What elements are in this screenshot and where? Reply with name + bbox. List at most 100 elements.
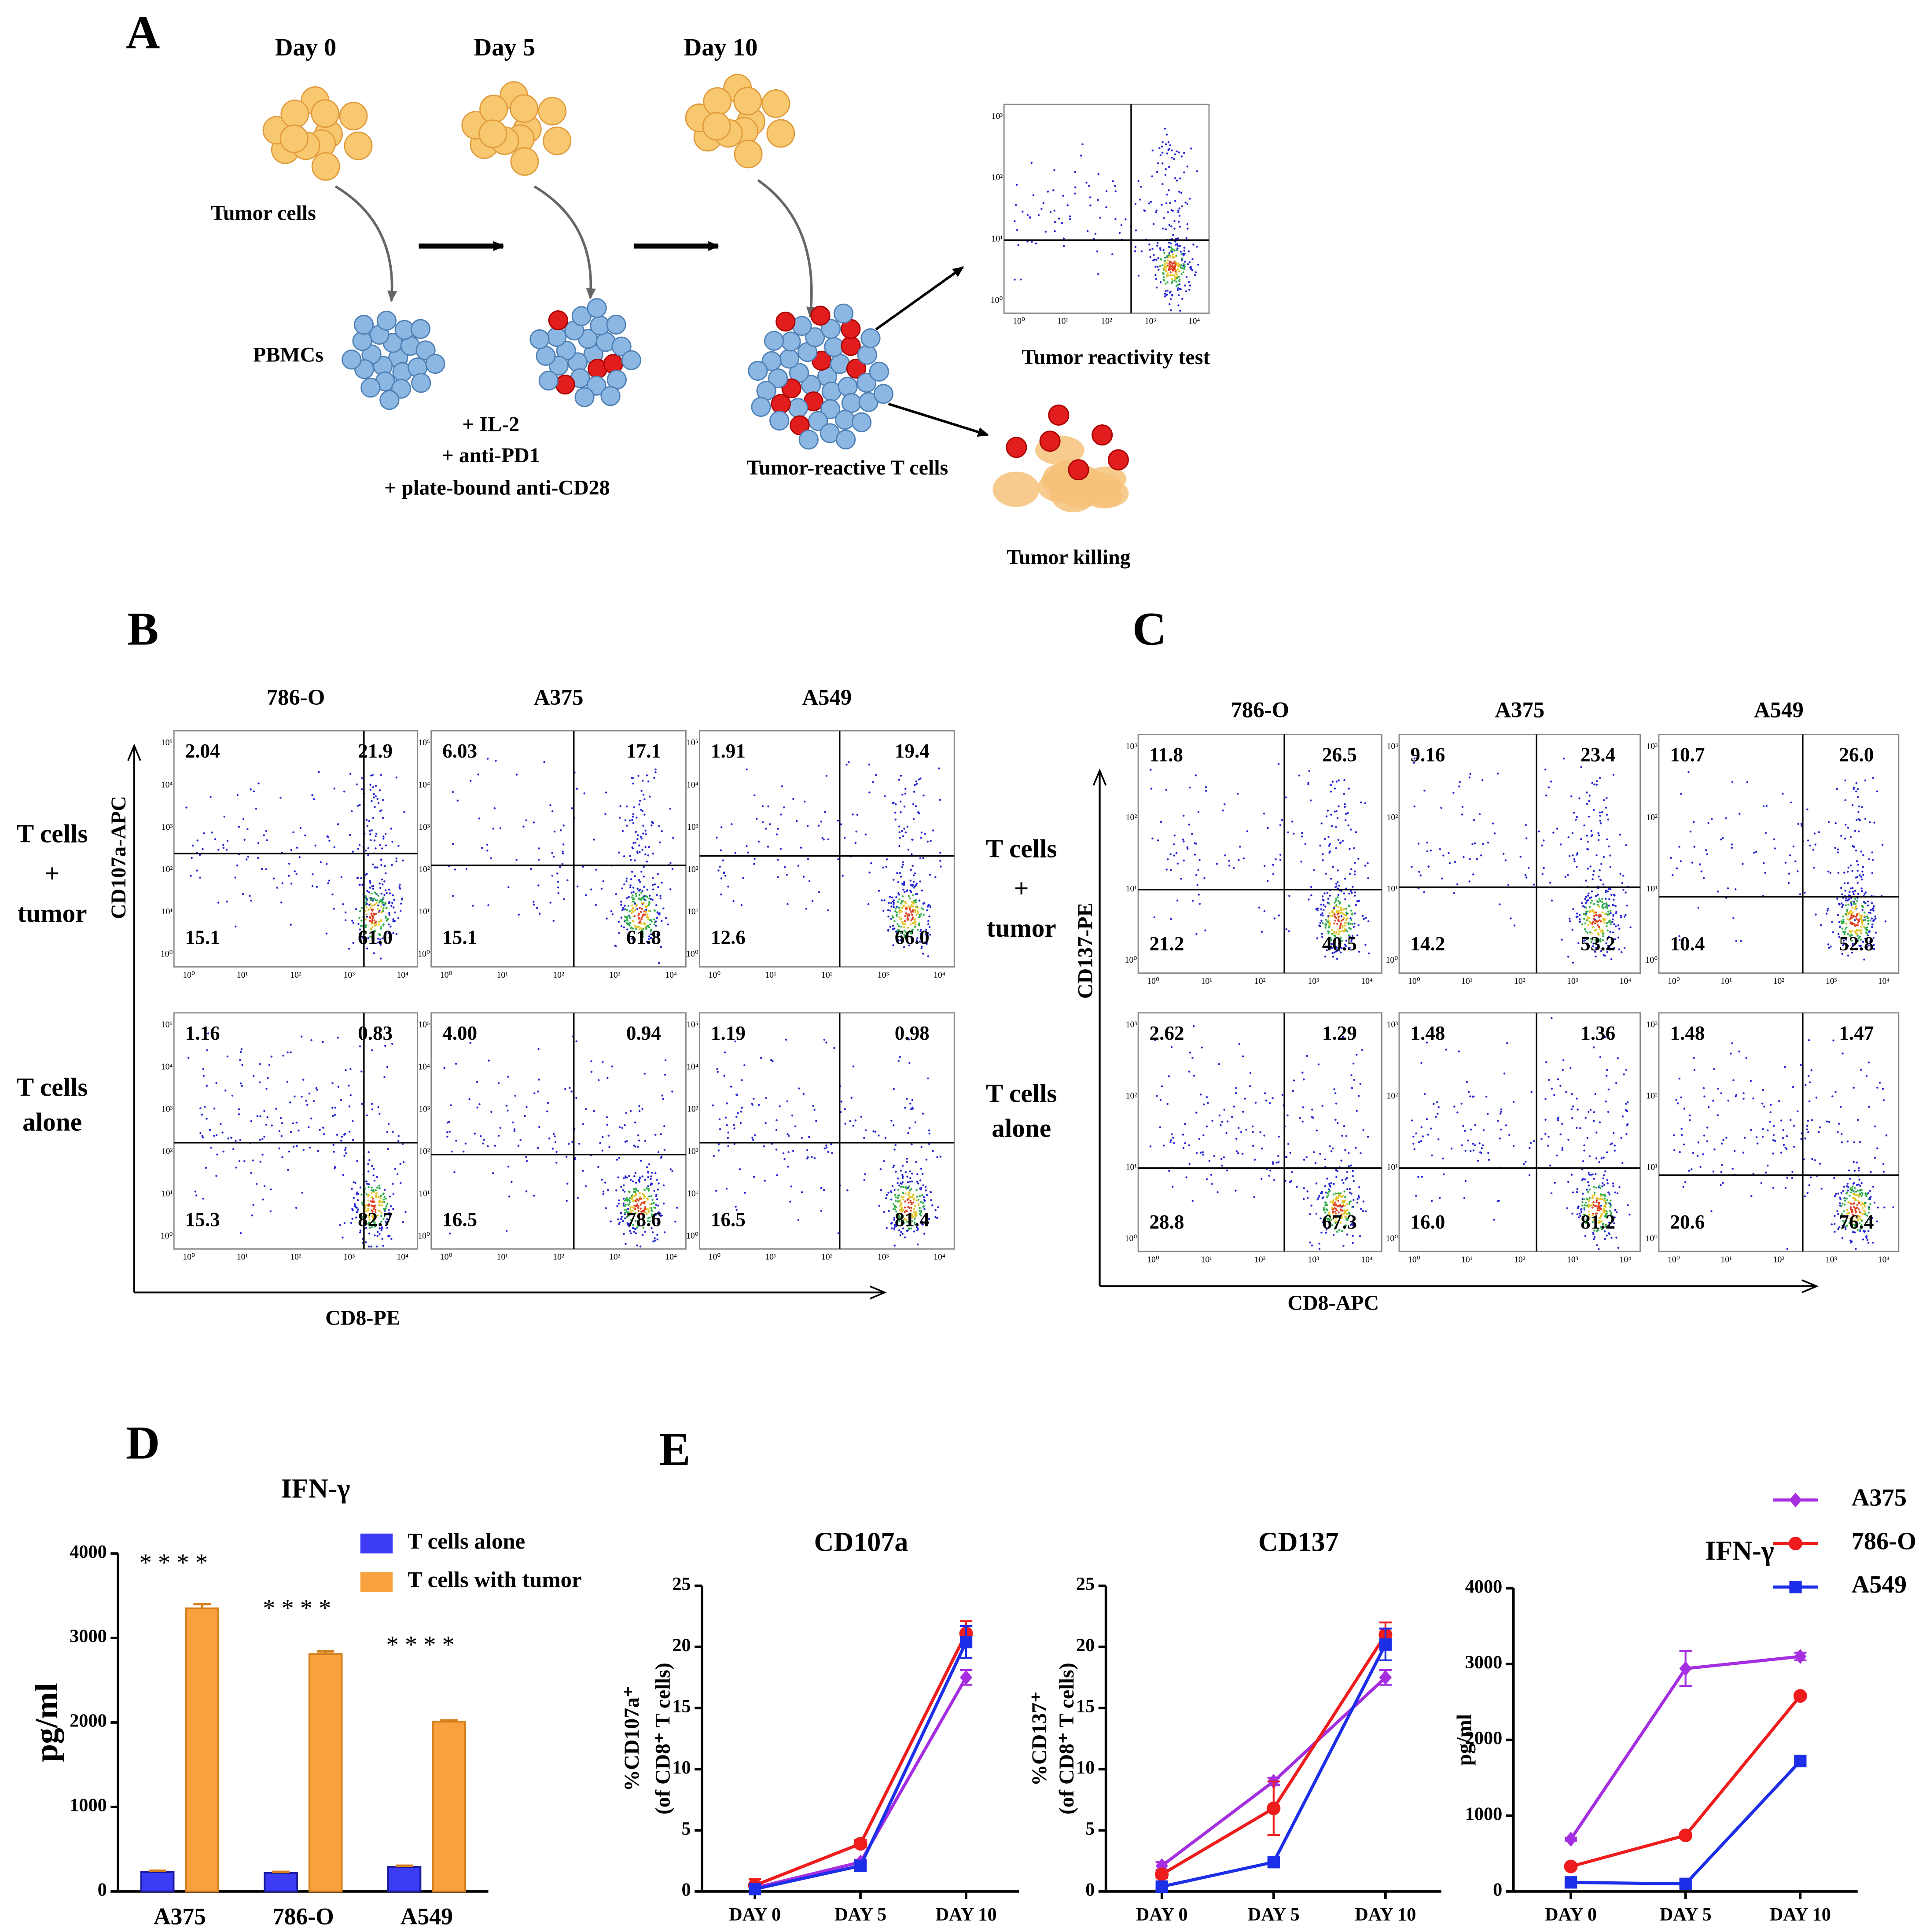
event-dot <box>852 1125 854 1127</box>
event-dot <box>1797 823 1800 825</box>
event-dot <box>1590 896 1592 898</box>
quadrant-value: 1.48 <box>1410 1022 1445 1044</box>
event-dot <box>1089 204 1092 206</box>
event-dot <box>1339 1205 1342 1208</box>
event-dot <box>860 1115 863 1118</box>
event-dot <box>1338 902 1341 905</box>
event-dot <box>210 1146 212 1149</box>
event-dot <box>1470 1150 1472 1152</box>
event-dot <box>825 1041 827 1044</box>
row-label: tumor <box>987 913 1056 942</box>
event-dot <box>1595 1186 1597 1189</box>
event-dot <box>1861 905 1864 907</box>
event-dot <box>911 914 914 916</box>
event-dot <box>890 917 893 920</box>
event-dot <box>906 825 909 828</box>
event-dot <box>359 1229 362 1232</box>
event-dot <box>1588 1174 1591 1176</box>
event-dot <box>525 1190 528 1192</box>
event-dot <box>823 1147 826 1150</box>
event-dot <box>373 1215 375 1218</box>
event-dot <box>379 1233 381 1235</box>
event-dot <box>648 1207 651 1209</box>
event-dot <box>562 824 565 827</box>
event-dot <box>1331 947 1333 949</box>
event-dot <box>1349 1224 1352 1226</box>
axis-tick-label: 10² <box>419 1147 430 1156</box>
event-dot <box>1680 793 1682 795</box>
event-dot <box>1594 1225 1596 1228</box>
axis-label: CD107a-APC <box>107 796 130 919</box>
event-dot <box>854 842 857 844</box>
event-dot <box>1623 1073 1625 1075</box>
event-dot <box>900 1185 902 1188</box>
t-cell <box>808 411 828 431</box>
event-dot <box>1571 928 1574 931</box>
event-dot <box>1579 1127 1581 1130</box>
event-dot <box>901 830 903 832</box>
event-dot <box>1488 1159 1490 1161</box>
event-dot <box>243 839 246 841</box>
event-dot <box>1844 837 1846 840</box>
event-dot <box>611 1065 614 1067</box>
event-dot <box>1599 776 1601 779</box>
event-dot <box>554 1135 556 1137</box>
event-dot <box>1289 1152 1291 1154</box>
event-dot <box>1601 1198 1604 1200</box>
event-dot <box>641 908 643 910</box>
event-dot <box>602 1193 604 1195</box>
event-dot <box>1580 1211 1583 1213</box>
event-dot <box>1349 872 1351 875</box>
event-dot <box>651 1210 654 1212</box>
event-dot <box>377 1186 379 1189</box>
event-dot <box>632 822 635 824</box>
t-cell <box>611 336 632 357</box>
event-dot <box>367 1222 369 1225</box>
event-dot <box>734 852 737 854</box>
event-dot <box>226 839 229 842</box>
event-dot <box>1812 866 1815 869</box>
event-dot <box>927 920 930 922</box>
event-dot <box>1606 1151 1608 1153</box>
event-dot <box>357 923 360 925</box>
event-dot <box>320 861 322 863</box>
event-dot <box>1326 949 1328 952</box>
event-dot <box>1872 920 1875 922</box>
event-dot <box>1155 258 1158 261</box>
t-cell <box>851 412 872 432</box>
event-dot <box>1858 913 1860 915</box>
event-dot <box>786 1100 789 1103</box>
event-dot <box>365 931 367 934</box>
event-dot <box>1347 812 1349 814</box>
event-dot <box>902 861 904 864</box>
event-dot <box>797 865 800 867</box>
event-dot <box>636 904 638 906</box>
event-dot <box>1210 1174 1213 1176</box>
event-dot <box>634 1145 636 1148</box>
event-dot <box>1069 215 1071 217</box>
axis-tick-label: 10² <box>1254 1255 1266 1264</box>
event-dot <box>375 1195 377 1197</box>
axis-tick-label: 10³ <box>1567 976 1578 986</box>
event-dot <box>1456 883 1459 886</box>
event-dot <box>643 1201 645 1203</box>
event-dot <box>899 1205 901 1207</box>
event-dot <box>1177 262 1180 265</box>
event-dot <box>897 1200 899 1203</box>
event-dot <box>1612 773 1615 776</box>
event-dot <box>890 902 893 904</box>
event-dot <box>656 1198 658 1200</box>
event-dot <box>1364 944 1367 946</box>
event-dot <box>872 1130 875 1133</box>
quadrant-value: 26.5 <box>1322 744 1357 766</box>
event-dot <box>1195 874 1198 876</box>
event-dot <box>382 883 384 886</box>
event-dot <box>930 1199 932 1201</box>
event-dot <box>777 828 779 830</box>
event-dot <box>1585 880 1587 882</box>
event-dot <box>1618 948 1620 950</box>
event-dot <box>1593 1178 1595 1180</box>
event-dot <box>299 827 302 829</box>
event-dot <box>1350 940 1353 942</box>
event-dot <box>1678 939 1681 941</box>
